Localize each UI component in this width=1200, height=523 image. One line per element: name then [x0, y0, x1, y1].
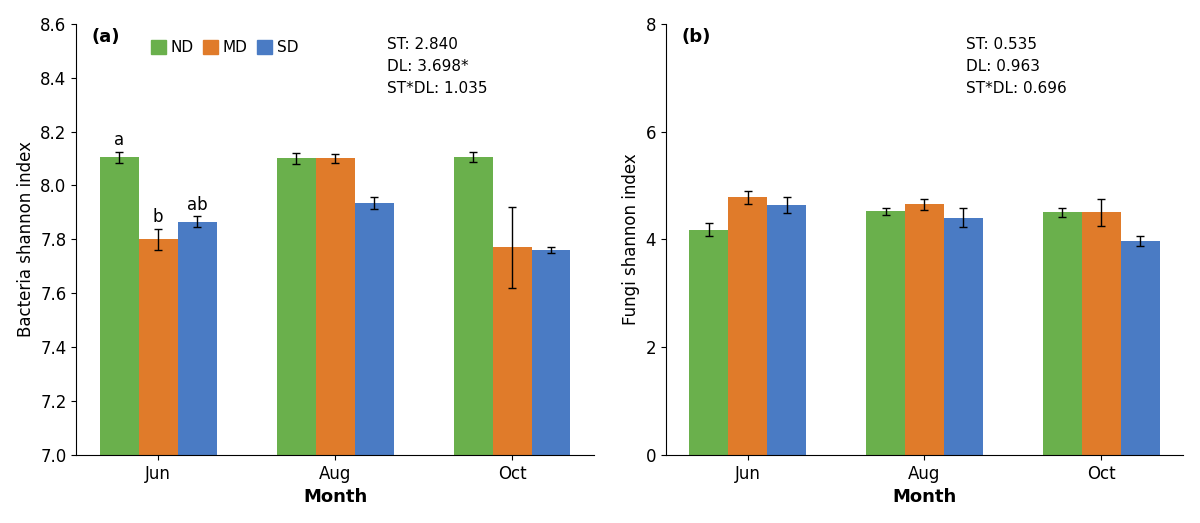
Bar — [277, 158, 316, 455]
Bar — [355, 203, 394, 455]
Y-axis label: Fungi shannon index: Fungi shannon index — [622, 153, 640, 325]
Text: ST: 2.840
DL: 3.698*
ST*DL: 1.035: ST: 2.840 DL: 3.698* ST*DL: 1.035 — [386, 37, 487, 96]
Bar — [139, 240, 178, 455]
Bar — [493, 247, 532, 455]
Bar — [316, 158, 355, 455]
Bar — [767, 206, 806, 455]
Bar — [866, 211, 905, 455]
Bar — [100, 157, 139, 455]
Bar — [944, 218, 983, 455]
X-axis label: Month: Month — [304, 488, 367, 506]
Bar — [178, 222, 217, 455]
Text: ab: ab — [187, 196, 208, 214]
Y-axis label: Bacteria shannon index: Bacteria shannon index — [17, 141, 35, 337]
Bar — [1082, 212, 1121, 455]
Bar — [728, 197, 767, 455]
Text: a: a — [114, 131, 125, 149]
X-axis label: Month: Month — [893, 488, 956, 506]
Text: b: b — [152, 208, 163, 226]
Text: ST: 0.535
DL: 0.963
ST*DL: 0.696: ST: 0.535 DL: 0.963 ST*DL: 0.696 — [966, 37, 1067, 96]
Bar — [1043, 212, 1082, 455]
Bar — [689, 230, 728, 455]
Legend: ND, MD, SD: ND, MD, SD — [146, 36, 302, 60]
Bar — [532, 250, 570, 455]
Text: (b): (b) — [682, 28, 710, 46]
Text: (a): (a) — [92, 28, 120, 46]
Bar — [454, 157, 493, 455]
Bar — [1121, 241, 1160, 455]
Bar — [905, 204, 944, 455]
